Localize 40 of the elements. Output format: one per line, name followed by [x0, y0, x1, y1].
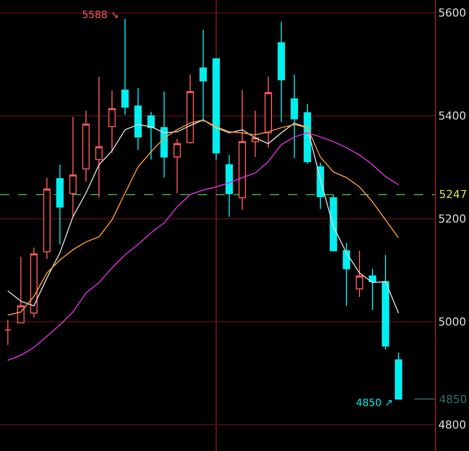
y-tick-label: 5400: [438, 110, 466, 123]
candlestick: [212, 58, 220, 160]
annotation: 5588 ↘: [82, 10, 120, 21]
candlestick: [56, 164, 64, 246]
annotation: 4850 ↗: [356, 398, 394, 409]
candlestick: [226, 154, 233, 218]
candlestick: [356, 250, 364, 298]
ref-line-label: 5247: [439, 188, 467, 201]
candlestick: [330, 194, 338, 252]
y-tick-label: 4800: [438, 418, 466, 432]
candlestick: [147, 111, 155, 160]
candlestick: [30, 247, 38, 318]
candlestick: [252, 110, 259, 158]
y-tick-label: 5000: [438, 316, 466, 329]
candlestick: [82, 110, 90, 182]
ref-line-label: 4850: [439, 393, 467, 406]
candlestick: [4, 319, 12, 346]
candlestick: [304, 104, 312, 164]
y-tick-label: 5600: [438, 6, 466, 20]
line-series: [7, 132, 400, 361]
candlestick: [186, 74, 194, 144]
candlestick: [69, 116, 77, 216]
y-tick-label: 5200: [438, 212, 466, 226]
candlestick: [342, 242, 350, 306]
candlestick: [394, 352, 402, 400]
candlestick: [382, 254, 390, 350]
candlestick: [173, 138, 181, 194]
candlestick: [17, 256, 25, 324]
candlestick: [264, 76, 272, 148]
candlestick: [199, 29, 207, 123]
candlestick: [290, 74, 298, 159]
candlestick: [368, 268, 376, 310]
candlestick: [95, 76, 103, 198]
candlestick: [108, 90, 116, 154]
candlestick: [43, 177, 51, 260]
candlestick: [160, 91, 168, 178]
candlestick: [134, 88, 142, 150]
candlestick: [121, 18, 129, 116]
candlestick: [238, 90, 246, 211]
candlestick: [278, 21, 286, 123]
